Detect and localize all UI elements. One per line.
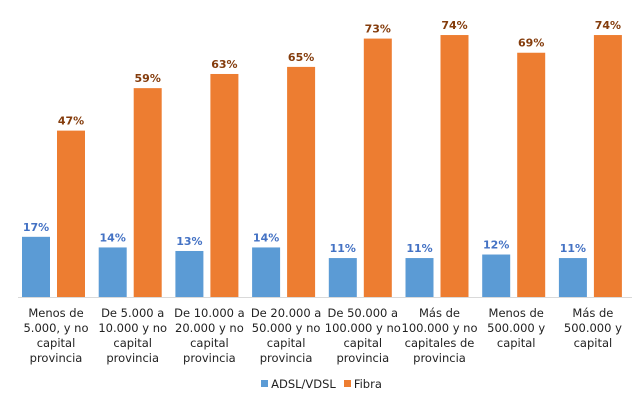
data-label: 11% bbox=[406, 242, 432, 255]
bar-adsl bbox=[98, 247, 127, 297]
bar-fibra bbox=[57, 130, 85, 297]
data-label: 65% bbox=[288, 51, 314, 64]
bar-fibra bbox=[133, 88, 162, 297]
legend-label: Fibra bbox=[353, 376, 382, 391]
bar-adsl bbox=[252, 247, 281, 297]
category-label: De 50.000 a 100.000 y no capital provinc… bbox=[324, 306, 401, 365]
data-label: 12% bbox=[483, 239, 509, 252]
bar-adsl bbox=[328, 258, 357, 297]
legend-item: ADSL/VDSL bbox=[261, 377, 336, 391]
data-label: 14% bbox=[253, 231, 279, 244]
data-label: 47% bbox=[58, 115, 84, 128]
bar-adsl bbox=[482, 254, 511, 297]
data-label: 63% bbox=[211, 58, 237, 71]
bar-adsl bbox=[175, 250, 204, 297]
legend-swatch bbox=[343, 380, 351, 387]
data-label: 13% bbox=[176, 235, 202, 248]
bar-adsl bbox=[558, 258, 587, 297]
data-label: 69% bbox=[518, 37, 544, 50]
category-label: Menos de 5.000, y no capital provincia bbox=[23, 306, 89, 365]
category-label: De 20.000 a 50.000 y no capital provinci… bbox=[250, 306, 322, 365]
data-label: 74% bbox=[595, 19, 621, 32]
bar-adsl bbox=[22, 236, 50, 297]
bar-fibra bbox=[287, 66, 316, 298]
data-label: 11% bbox=[330, 242, 356, 255]
legend-item: Fibra bbox=[343, 376, 382, 391]
bar-fibra bbox=[440, 35, 469, 297]
bar-fibra bbox=[593, 35, 622, 297]
legend-swatch bbox=[261, 380, 269, 387]
data-label: 59% bbox=[135, 72, 161, 85]
category-label: Menos de 500.000 y capital bbox=[487, 306, 546, 350]
category-label: De 5.000 a 10.000 y no capital provincia bbox=[98, 306, 168, 365]
data-label: 17% bbox=[23, 221, 49, 234]
category-label: Más de 500.000 y capital bbox=[563, 306, 622, 350]
bar-fibra bbox=[517, 52, 546, 297]
bar-fibra bbox=[210, 73, 239, 297]
legend: ADSL/VDSL Fibra bbox=[0, 376, 643, 391]
bar-fibra bbox=[363, 38, 392, 298]
data-label: 74% bbox=[441, 19, 467, 32]
category-label: Más de 100.000 y no capitales de provinc… bbox=[401, 306, 478, 365]
category-label: De 10.000 a 20.000 y no capital provinci… bbox=[174, 306, 245, 365]
legend-label: ADSL/VDSL bbox=[271, 376, 336, 391]
data-label: 73% bbox=[365, 23, 391, 36]
data-label: 11% bbox=[560, 242, 586, 255]
bar-adsl bbox=[405, 258, 434, 297]
data-label: 14% bbox=[100, 231, 126, 244]
